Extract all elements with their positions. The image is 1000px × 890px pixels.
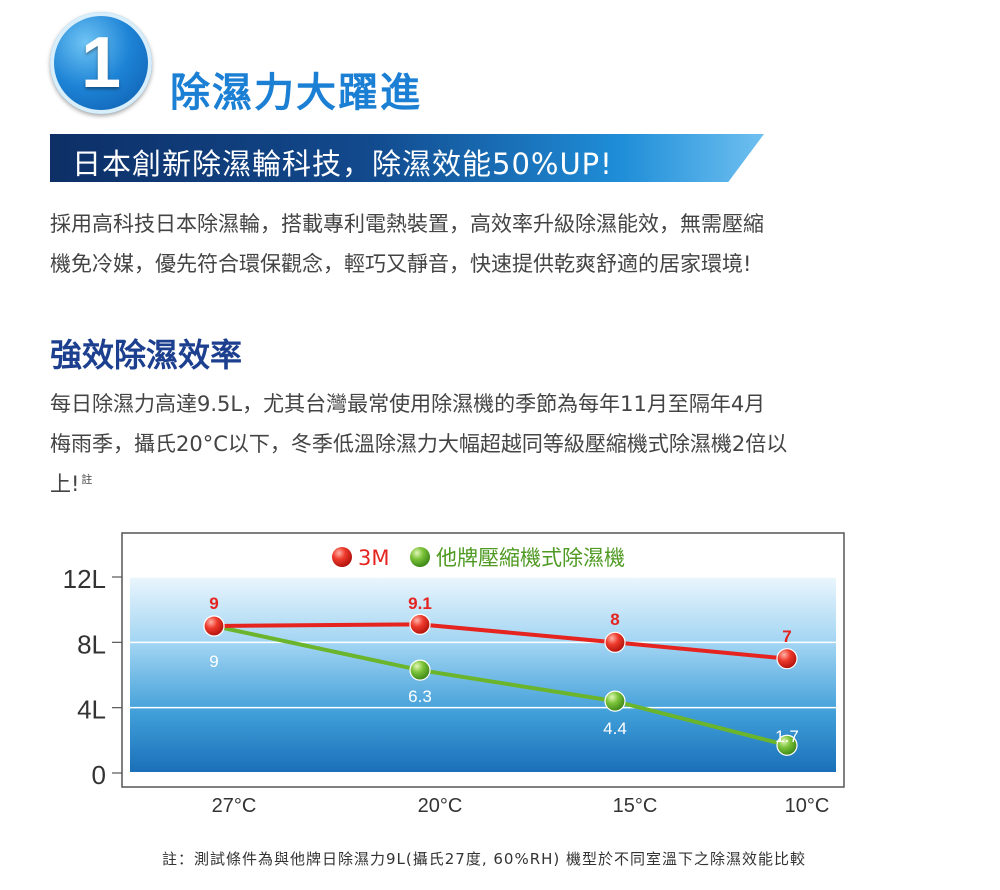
badge-number: 1: [80, 23, 122, 103]
page-title: 除濕力大躍進: [170, 70, 422, 116]
x-tick-label: 10°C: [785, 795, 830, 817]
intro-paragraph: 採用高科技日本除濕輪，搭載專利電熱裝置，高效率升級除濕能效，無需壓縮 機免冷媒，…: [50, 204, 930, 284]
series-line-3m: [213, 622, 788, 661]
series-line-competitor: [213, 624, 788, 748]
footnote: 註：測試條件為與他牌日除濕力9L(攝氏27度, 60%RH) 機型於不同室溫下之…: [162, 850, 807, 868]
data-point-3m: [776, 648, 798, 670]
number-badge: 1: [50, 12, 152, 114]
x-tick-label: 27°C: [212, 795, 257, 817]
section-title: 強效除濕效率: [50, 336, 243, 374]
y-tick-label: 0: [92, 760, 106, 790]
banner-text: 日本創新除濕輪科技，除濕效能50%UP!: [72, 147, 613, 181]
legend-label-3m: 3M: [358, 546, 389, 570]
y-tick-label: 8L: [77, 629, 106, 659]
section-line: 每日除濕力高達9.5L，尤其台灣最常使用除濕機的季節為每年11月至隔年4月: [50, 392, 766, 416]
data-label-3m: 8: [610, 610, 619, 629]
data-label-competitor: 4.4: [603, 719, 627, 738]
data-label-competitor: 9: [209, 652, 218, 671]
data-point-3m: [203, 615, 225, 637]
data-point-competitor: [409, 659, 431, 681]
legend-marker-competitor: [410, 547, 430, 567]
y-tick-label: 4L: [77, 695, 106, 725]
intro-line: 採用高科技日本除濕輪，搭載專利電熱裝置，高效率升級除濕能效，無需壓縮: [50, 212, 764, 236]
plot-area: [130, 577, 836, 773]
data-point-competitor: [776, 734, 798, 756]
note-mark: 註: [81, 473, 93, 486]
section-line-text: 上!: [50, 472, 80, 496]
data-label-3m: 9.1: [408, 594, 432, 613]
x-tick-label: 20°C: [418, 795, 463, 817]
section-line: 上! 註: [50, 464, 930, 504]
data-point-competitor: [604, 690, 626, 712]
data-label-3m: 7: [782, 627, 791, 646]
y-tick-label: 12L: [63, 564, 106, 594]
intro-line: 機免冷媒，優先符合環保觀念，輕巧又靜音，快速提供乾爽舒適的居家環境!: [50, 252, 752, 276]
data-label-3m: 9: [209, 594, 218, 613]
legend-label-competitor: 他牌壓縮機式除濕機: [436, 546, 625, 570]
data-point-3m: [604, 631, 626, 653]
headline-banner: [50, 134, 764, 182]
legend-marker-3m: [332, 547, 352, 567]
data-label-competitor: 1.7: [775, 727, 799, 746]
data-label-competitor: 6.3: [408, 687, 432, 706]
x-tick-label: 15°C: [613, 795, 658, 817]
section-line: 梅雨季，攝氏20°C以下，冬季低溫除濕力大幅超越同等級壓縮機式除濕機2倍以: [50, 432, 788, 456]
section-paragraph: 每日除濕力高達9.5L，尤其台灣最常使用除濕機的季節為每年11月至隔年4月 梅雨…: [50, 384, 930, 504]
data-point-3m: [409, 613, 431, 635]
